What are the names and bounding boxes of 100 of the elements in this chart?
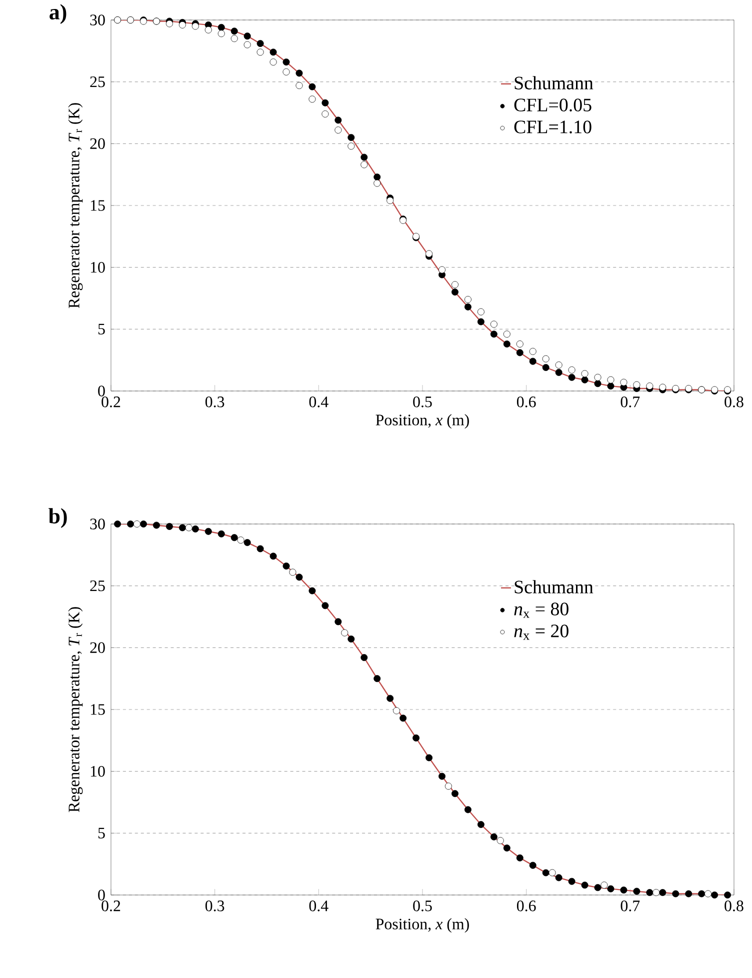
y-tick-label: 20 [90, 642, 105, 654]
point [646, 382, 654, 390]
point [426, 754, 433, 762]
point [529, 358, 536, 365]
y-tick-label: 10 [90, 262, 105, 273]
point [192, 525, 199, 532]
point [386, 694, 394, 702]
x-tick-label: 0.3 [205, 900, 224, 912]
point [555, 874, 562, 882]
point [322, 99, 329, 106]
point [652, 889, 660, 896]
x-tick-label: 0.2 [102, 396, 120, 408]
point [270, 552, 277, 560]
x-tick-label: 0.5 [413, 396, 432, 408]
point [724, 892, 732, 898]
y-tick-label: 20 [90, 138, 105, 150]
point [542, 364, 550, 371]
point [477, 821, 484, 828]
point [348, 636, 355, 642]
point [607, 382, 614, 390]
point [185, 524, 192, 532]
point [178, 21, 186, 28]
point [308, 83, 316, 90]
point [529, 862, 536, 869]
point [374, 675, 381, 682]
point [218, 530, 225, 538]
point [166, 522, 173, 530]
y-tick-label: 30 [90, 14, 105, 26]
y-tick-label: 5 [98, 324, 105, 334]
point [568, 878, 576, 885]
point [496, 837, 504, 844]
x-axis-title: Position, x (m) [376, 414, 469, 429]
x-tick-label: 0.5 [413, 900, 432, 912]
point [659, 384, 666, 391]
point [464, 303, 472, 310]
chart-title: b) [48, 508, 67, 528]
y-tick-label: 10 [90, 766, 105, 777]
point [218, 24, 225, 31]
point [633, 888, 640, 895]
y-tick-label: 30 [90, 518, 105, 530]
point [438, 266, 446, 274]
point [503, 340, 510, 348]
point [568, 374, 576, 381]
point [386, 197, 394, 204]
legend-label: n$_{x}$ = 20 [514, 624, 568, 640]
x-tick-label: 0.3 [205, 396, 224, 408]
point [516, 854, 524, 862]
point [412, 734, 420, 742]
point [270, 48, 277, 56]
point [400, 714, 407, 722]
point [341, 629, 348, 636]
point [348, 134, 355, 141]
point [296, 70, 303, 77]
x-tick-label: 0.7 [620, 396, 640, 408]
point [140, 520, 147, 528]
point [477, 318, 484, 326]
y-tick-label: 0 [98, 386, 105, 396]
point [426, 250, 433, 258]
point [438, 772, 446, 780]
point [334, 618, 342, 626]
x-axis-title: Position, x (m) [376, 918, 469, 933]
x-tick-label: 0.4 [309, 900, 328, 912]
point [360, 654, 368, 662]
point [244, 32, 251, 40]
x-tick-label: 0.8 [724, 396, 744, 408]
chart-title: a) [50, 4, 66, 24]
point [289, 568, 296, 576]
y-axis-title: Regenerator temperature, T$_{r}$ (K) [68, 607, 83, 812]
point [374, 174, 381, 181]
x-tick-label: 0.4 [309, 396, 328, 408]
point [244, 539, 251, 546]
x-tick-label: 0.7 [620, 900, 640, 912]
legend-label: n$_{x}$ = 80 [514, 602, 568, 618]
point [490, 330, 498, 338]
y-tick-label: 0 [98, 890, 105, 900]
point [594, 380, 602, 388]
y-axis-title: Regenerator temperature, T$_{r}$ (K) [68, 103, 83, 308]
y-tick-label: 15 [90, 200, 105, 211]
point [607, 885, 614, 892]
point [555, 368, 562, 376]
point [633, 381, 640, 388]
y-tick-label: 15 [90, 704, 105, 715]
point [282, 562, 290, 570]
point [192, 22, 199, 30]
point [334, 116, 342, 124]
point [594, 884, 602, 892]
point [490, 833, 498, 840]
point [646, 889, 654, 896]
y-tick-label: 5 [98, 828, 105, 838]
point [685, 890, 692, 898]
point [152, 522, 160, 529]
point [166, 20, 173, 28]
point [516, 349, 524, 356]
point [581, 376, 588, 384]
point [451, 288, 458, 296]
point [230, 28, 238, 35]
point [620, 886, 628, 894]
point [256, 40, 264, 47]
point [322, 602, 329, 610]
legend-label: Schumann [514, 580, 594, 594]
